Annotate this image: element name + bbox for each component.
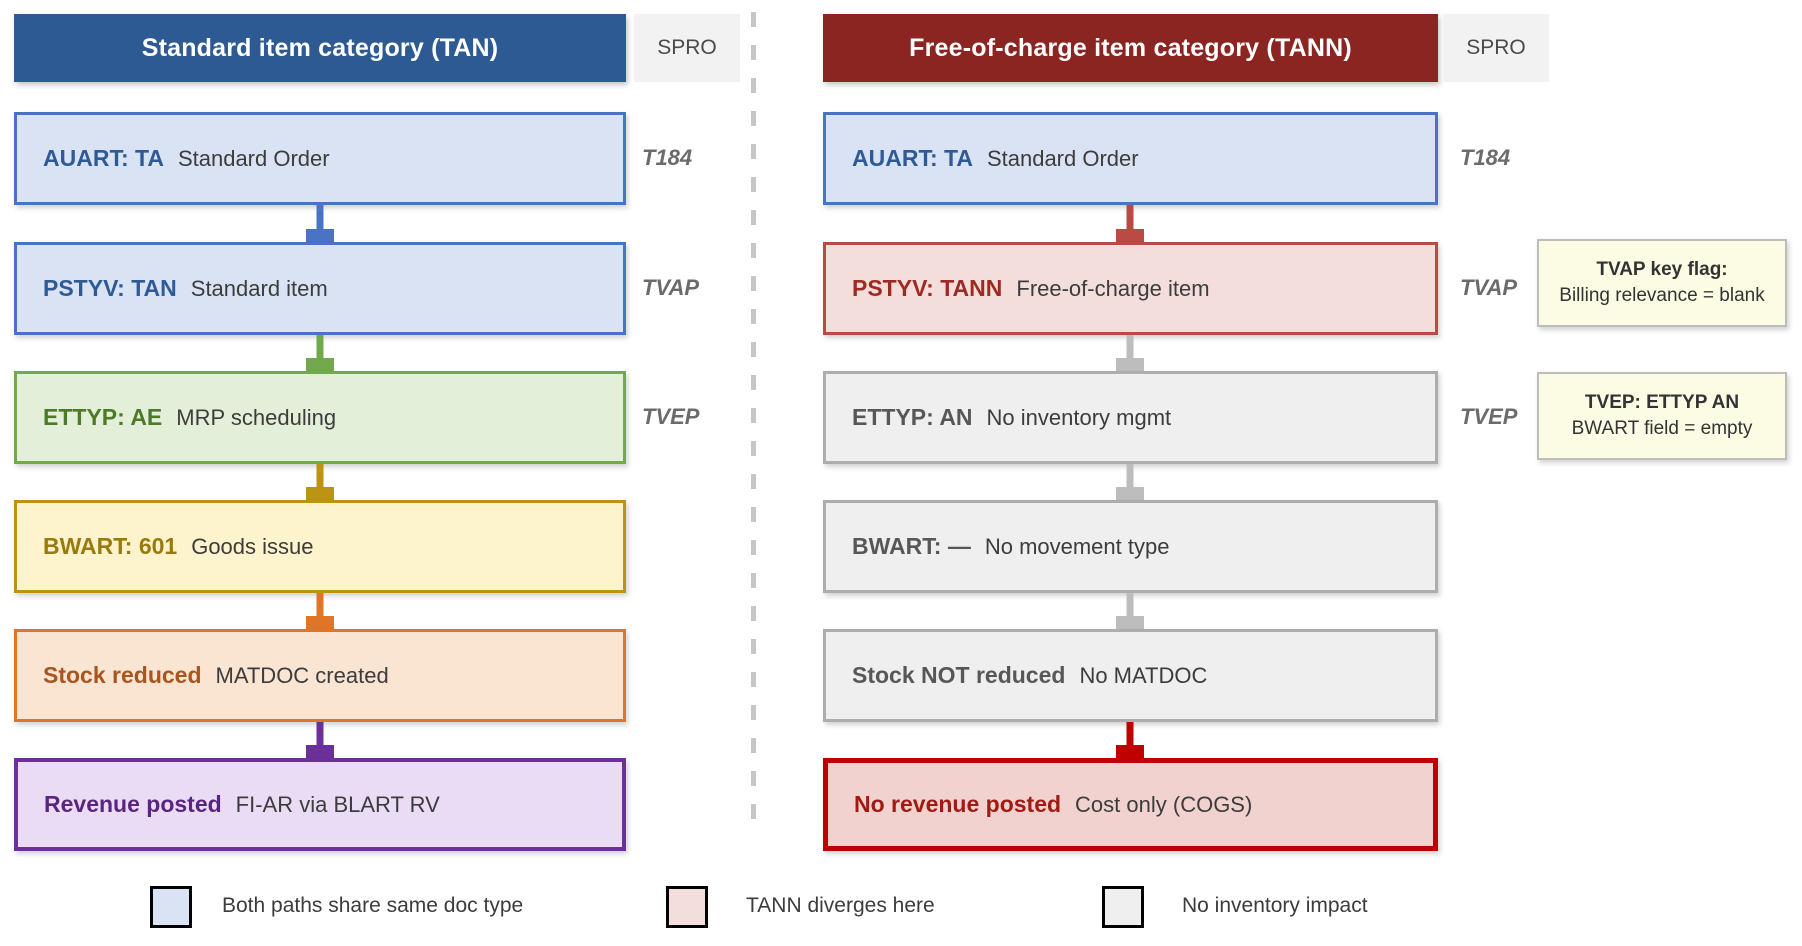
tann-t184-label: T184: [1460, 145, 1511, 170]
tann-stock-desc: No MATDOC: [1079, 662, 1208, 688]
tvap-note-title: TVAP key flag:: [1596, 259, 1728, 281]
tan-auart-box: AUART: TA Standard Order: [14, 112, 626, 205]
tann-connector-1: [1116, 205, 1144, 242]
tann-ettyp-box: ETTYP: AN No inventory mgmt: [823, 371, 1438, 464]
tan-stock-desc: MATDOC created: [215, 662, 389, 688]
tann-ettyp-key: ETTYP: AN: [852, 404, 973, 430]
tan-tvep-label: TVEP: [642, 404, 700, 429]
left-spro-badge: SPRO: [634, 14, 740, 82]
tann-bwart-desc: No movement type: [984, 533, 1170, 559]
tan-bwart-key: BWART: 601: [43, 533, 178, 559]
tann-bwart-box: BWART: — No movement type: [823, 500, 1438, 593]
tann-tvap-label: TVAP: [1460, 275, 1518, 300]
legend-swatch-no-inventory-impact: [1102, 886, 1144, 928]
tan-stock-key: Stock reduced: [43, 662, 202, 688]
tann-revenue-box: No revenue posted Cost only (COGS): [823, 758, 1438, 851]
tan-connector-5: [306, 722, 334, 758]
left-column-header: Standard item category (TAN): [14, 14, 626, 82]
tan-pstyv-key: PSTYV: TAN: [43, 275, 177, 301]
tvap-note-body: Billing relevance = blank: [1559, 285, 1765, 306]
tan-ettyp-desc: MRP scheduling: [176, 404, 337, 430]
tann-auart-key: AUART: TA: [852, 145, 973, 171]
tann-connector-4: [1116, 593, 1144, 629]
tann-stock-key: Stock NOT reduced: [852, 662, 1066, 688]
tann-pstyv-desc: Free-of-charge item: [1016, 275, 1210, 301]
tan-pstyv-box: PSTYV: TAN Standard item: [14, 242, 626, 335]
tann-connector-3: [1116, 464, 1144, 500]
tan-ettyp-box: ETTYP: AE MRP scheduling: [14, 371, 626, 464]
tann-pstyv-key: PSTYV: TANN: [852, 275, 1003, 301]
tann-pstyv-box: PSTYV: TANN Free-of-charge item: [823, 242, 1438, 335]
tan-tvap-label: TVAP: [642, 275, 700, 300]
tan-connector-1: [306, 205, 334, 242]
tan-revenue-box: Revenue posted FI-AR via BLART RV: [14, 758, 626, 851]
tann-auart-desc: Standard Order: [986, 145, 1139, 171]
legend-label-tann-diverges: TANN diverges here: [746, 894, 935, 917]
tann-bwart-key: BWART: —: [852, 533, 971, 559]
tann-ettyp-desc: No inventory mgmt: [986, 404, 1172, 430]
legend-swatch-shared-doc-type: [150, 886, 192, 928]
tan-stock-box: Stock reduced MATDOC created: [14, 629, 626, 722]
legend-swatch-tann-diverges: [666, 886, 708, 928]
tann-connector-5: [1116, 722, 1144, 758]
tann-connector-2: [1116, 335, 1144, 371]
tvep-note-title: TVEP: ETTYP AN: [1584, 392, 1740, 414]
tan-connector-3: [306, 464, 334, 500]
legend-label-no-inventory-impact: No inventory impact: [1182, 894, 1368, 917]
tan-revenue-desc: FI-AR via BLART RV: [235, 791, 440, 817]
right-spro-badge: SPRO: [1443, 14, 1549, 82]
column-divider: [751, 12, 756, 836]
tan-t184-label: T184: [642, 145, 693, 170]
tan-connector-2: [306, 335, 334, 371]
right-column-header: Free-of-charge item category (TANN): [823, 14, 1438, 82]
tan-auart-desc: Standard Order: [177, 145, 330, 171]
legend-label-shared-doc-type: Both paths share same doc type: [222, 894, 524, 917]
tann-revenue-desc: Cost only (COGS): [1075, 791, 1253, 817]
tan-pstyv-desc: Standard item: [190, 275, 328, 301]
tann-stock-box: Stock NOT reduced No MATDOC: [823, 629, 1438, 722]
tan-connector-4: [306, 593, 334, 629]
tan-revenue-key: Revenue posted: [44, 791, 222, 817]
tann-auart-box: AUART: TA Standard Order: [823, 112, 1438, 205]
tvep-ettyp-note: TVEP: ETTYP AN BWART field = empty: [1537, 372, 1787, 460]
tann-revenue-key: No revenue posted: [854, 791, 1062, 817]
tan-bwart-desc: Goods issue: [191, 533, 314, 559]
tan-ettyp-key: ETTYP: AE: [43, 404, 163, 430]
tan-auart-key: AUART: TA: [43, 145, 164, 171]
tan-bwart-box: BWART: 601 Goods issue: [14, 500, 626, 593]
tann-tvep-label: TVEP: [1460, 404, 1518, 429]
tvap-key-flag-note: TVAP key flag: Billing relevance = blank: [1537, 239, 1787, 327]
tvep-note-body: BWART field = empty: [1571, 418, 1753, 439]
